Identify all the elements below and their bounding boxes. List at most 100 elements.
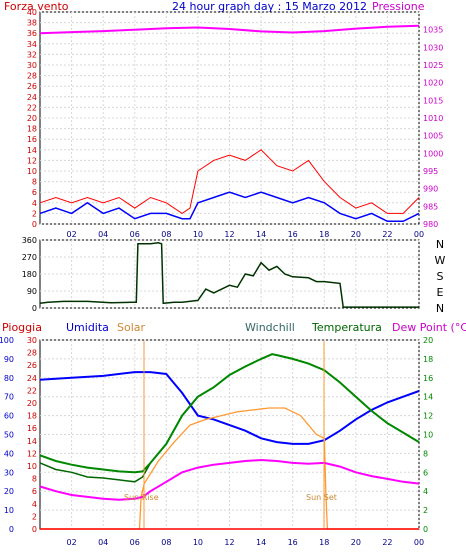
wind-direction-grid	[40, 239, 420, 309]
time-axis-top: 02 04 06 08 10 12 14 16 18 20 22 00	[66, 230, 424, 239]
rain-tick: 30	[4, 468, 14, 477]
humidity-tick: 4	[32, 500, 37, 509]
direction-tick: 270	[22, 253, 37, 262]
temperature-tick: 4	[423, 487, 428, 496]
wind-speed-tick: 12	[27, 156, 37, 165]
temperature-tick: 10	[423, 431, 433, 440]
humidity-tick: 24	[27, 374, 37, 383]
time-tick: 22	[382, 230, 392, 239]
humidity-tick: 28	[27, 349, 37, 358]
time-tick: 16	[288, 538, 298, 547]
humidity-tick: 18	[27, 412, 37, 421]
rain-tick: 100	[0, 336, 14, 345]
temperature-axis: 0 2 4 6 8 10 12 14 16 18 20	[423, 336, 433, 534]
temperature-tick: 14	[423, 393, 433, 402]
pressure-tick: 990	[423, 185, 438, 194]
wind-speed-tick: 6	[32, 188, 37, 197]
time-axis-bottom: 02 04 06 08 10 12 14 16 18 20 22 00	[66, 538, 424, 547]
wind-speed-tick: 8	[32, 178, 37, 187]
wind-speed-tick: 10	[27, 167, 37, 176]
direction-tick: 180	[22, 270, 37, 279]
pressure-tick: 1000	[423, 149, 443, 158]
time-tick: 20	[351, 230, 361, 239]
time-tick: 00	[414, 538, 424, 547]
humidity-tick: 2	[32, 512, 37, 521]
compass-letter: S	[437, 270, 444, 283]
time-tick: 22	[382, 538, 392, 547]
rain-tick: 20	[4, 487, 14, 496]
humidity-tick: 22	[27, 386, 37, 395]
wind-speed-tick: 2	[32, 209, 37, 218]
wind-speed-tick: 14	[27, 146, 37, 155]
humidity-tick: 8	[32, 475, 37, 484]
wind-average-series	[39, 191, 420, 223]
wind-gust-series	[39, 149, 420, 215]
wind-direction-series	[39, 242, 419, 308]
rain-tick: 40	[4, 449, 14, 458]
wind-speed-tick: 28	[27, 72, 37, 81]
pressure-tick: 980	[423, 220, 438, 229]
temperature-humidity-grid	[40, 339, 420, 530]
humidity-tick: 10	[27, 462, 37, 471]
wind-speed-tick: 36	[27, 29, 37, 38]
temperature-tick: 8	[423, 449, 428, 458]
solar-series	[40, 407, 419, 530]
wind-speed-tick: 24	[27, 93, 37, 102]
humidity-tick: 16	[27, 424, 37, 433]
wind-speed-tick: 34	[27, 40, 37, 49]
wind-speed-tick: 20	[27, 114, 37, 123]
temperature-tick: 2	[423, 506, 428, 515]
time-tick: 10	[193, 538, 203, 547]
time-tick: 02	[66, 538, 76, 547]
pressure-tick: 995	[423, 167, 438, 176]
time-tick: 04	[98, 538, 108, 547]
rain-tick: 0	[9, 525, 14, 534]
direction-tick: 0	[32, 304, 37, 313]
pressure-series	[39, 24, 420, 35]
solar-label: Solar	[117, 321, 146, 334]
rain-tick: 70	[4, 393, 14, 402]
temperature-label: Temperatura	[311, 321, 382, 334]
time-tick: 02	[66, 230, 76, 239]
rain-axis: 0 10 20 30 40 50 60 70 80 90 100	[0, 336, 14, 534]
windchill-label: Windchill	[245, 321, 295, 334]
compass-letter: N	[436, 238, 444, 251]
graph-title: 24 hour graph day : 15 Marzo 2012	[172, 0, 367, 13]
time-tick: 08	[161, 230, 171, 239]
wind-speed-tick: 18	[27, 125, 37, 134]
rain-label: Pioggia	[2, 321, 42, 334]
pressure-tick: 1030	[423, 43, 443, 52]
wind-pressure-grid	[40, 11, 420, 225]
pressure-tick: 1025	[423, 61, 443, 70]
wind-speed-tick: 16	[27, 135, 37, 144]
time-tick: 18	[319, 230, 329, 239]
pressure-tick: 1005	[423, 132, 443, 141]
humidity-tick: 26	[27, 361, 37, 370]
time-tick: 14	[256, 230, 266, 239]
rain-tick: 80	[4, 374, 14, 383]
temperature-tick: 6	[423, 468, 428, 477]
time-tick: 08	[161, 538, 171, 547]
time-tick: 00	[414, 230, 424, 239]
wind-direction-axis: 0 90 180 270 360	[22, 236, 37, 313]
humidity-tick: 12	[27, 449, 37, 458]
wind-speed-label: Forza vento	[4, 0, 69, 13]
wind-speed-tick: 4	[32, 199, 37, 208]
rain-tick: 50	[4, 431, 14, 440]
temperature-tick: 12	[423, 412, 433, 421]
compass-letter: E	[437, 286, 444, 299]
pressure-axis: 980 985 990 995 1000 1005 1010 1015 1020 1025 1030…	[423, 26, 443, 229]
humidity-series	[39, 371, 420, 445]
humidity-label: Umidita	[66, 321, 109, 334]
pressure-label: Pressione	[372, 0, 425, 13]
time-tick: 16	[288, 230, 298, 239]
sunrise-label: Sun Rise	[124, 493, 159, 502]
humidity-tick: 0	[32, 525, 37, 534]
humidity-tick: 30	[27, 336, 37, 345]
time-tick: 12	[224, 230, 234, 239]
compass-letter: N	[436, 302, 444, 315]
